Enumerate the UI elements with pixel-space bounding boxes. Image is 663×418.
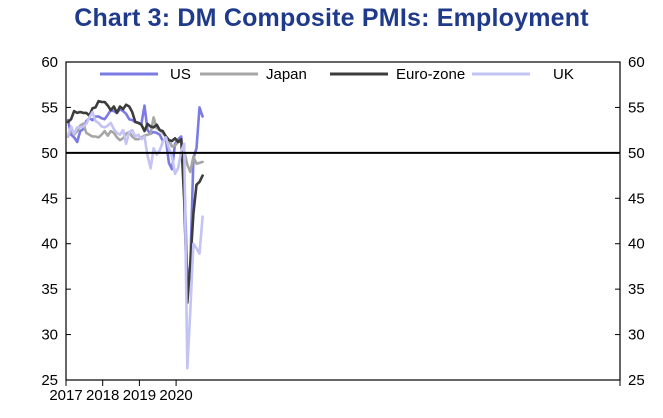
series-line-uk	[66, 110, 204, 370]
y-tick-label-left: 35	[41, 281, 58, 298]
x-tick-label: 2017	[49, 387, 82, 404]
y-tick-label-left: 55	[41, 99, 58, 116]
y-tick-label-right: 55	[628, 99, 645, 116]
axis-layer: 25 25 30 30 35 35 40 40 45 45 50 50 55 55 60 60 2017 2018…	[41, 54, 644, 404]
y-tick-label-left: 25	[41, 372, 58, 389]
legend-item-us: US	[100, 66, 191, 83]
x-tick-label: 2019	[123, 387, 156, 404]
y-tick-label-right: 60	[628, 54, 645, 71]
y-tick-label-left: 50	[41, 145, 58, 162]
y-tick-label-left: 45	[41, 190, 58, 207]
plot-frame	[65, 61, 621, 381]
y-tick-label-left: 60	[41, 54, 58, 71]
series-lines	[66, 99, 204, 370]
series-line-us	[66, 104, 204, 282]
legend-label: Euro-zone	[396, 66, 465, 83]
y-tick-label-right: 25	[628, 372, 645, 389]
x-tick-label: 2018	[86, 387, 119, 404]
legend-item-uk: UK	[472, 66, 574, 83]
series-line-euro-zone	[66, 99, 204, 305]
y-tick-label-right: 35	[628, 281, 645, 298]
legend: US Japan Euro-zone UK	[100, 66, 574, 83]
y-tick-label-right: 45	[628, 190, 645, 207]
y-tick-label-right: 50	[628, 145, 645, 162]
y-tick-label-right: 30	[628, 327, 645, 344]
y-tick-label-right: 40	[628, 236, 645, 253]
y-tick-label-left: 40	[41, 236, 58, 253]
legend-label: US	[170, 66, 191, 83]
legend-item-euro-zone: Euro-zone	[330, 66, 465, 83]
legend-label: UK	[553, 66, 574, 83]
legend-label: Japan	[266, 66, 307, 83]
y-tick-label-left: 30	[41, 327, 58, 344]
chart-title: Chart 3: DM Composite PMIs: Employment	[74, 4, 589, 32]
legend-item-japan: Japan	[200, 66, 307, 83]
plot-border	[65, 61, 621, 381]
x-tick-label: 2020	[159, 387, 192, 404]
